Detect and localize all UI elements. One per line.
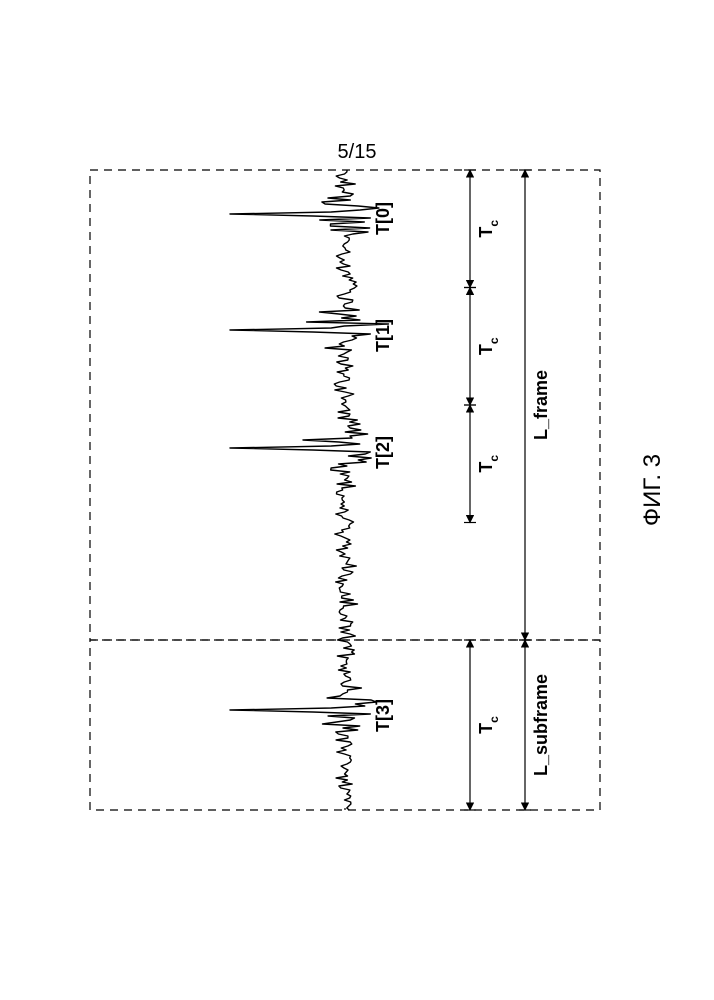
- tc-label-3: Tc: [476, 716, 501, 734]
- lsubframe-label: L_subframe: [531, 674, 551, 776]
- figure-caption: ФИГ. 3: [639, 454, 666, 526]
- tc-label-1: Tc: [476, 337, 501, 355]
- page-number-label: 5/15: [338, 141, 377, 163]
- pitch-label-3: T[3]: [373, 699, 393, 732]
- pitch-label-0: T[0]: [373, 202, 393, 235]
- lframe-label: L_frame: [531, 370, 551, 440]
- tc-label-2: Tc: [476, 455, 501, 473]
- pitch-label-1: T[1]: [373, 319, 393, 352]
- waveform: [230, 170, 389, 810]
- tc-label-0: Tc: [476, 220, 501, 238]
- pitch-label-2: T[2]: [373, 436, 393, 469]
